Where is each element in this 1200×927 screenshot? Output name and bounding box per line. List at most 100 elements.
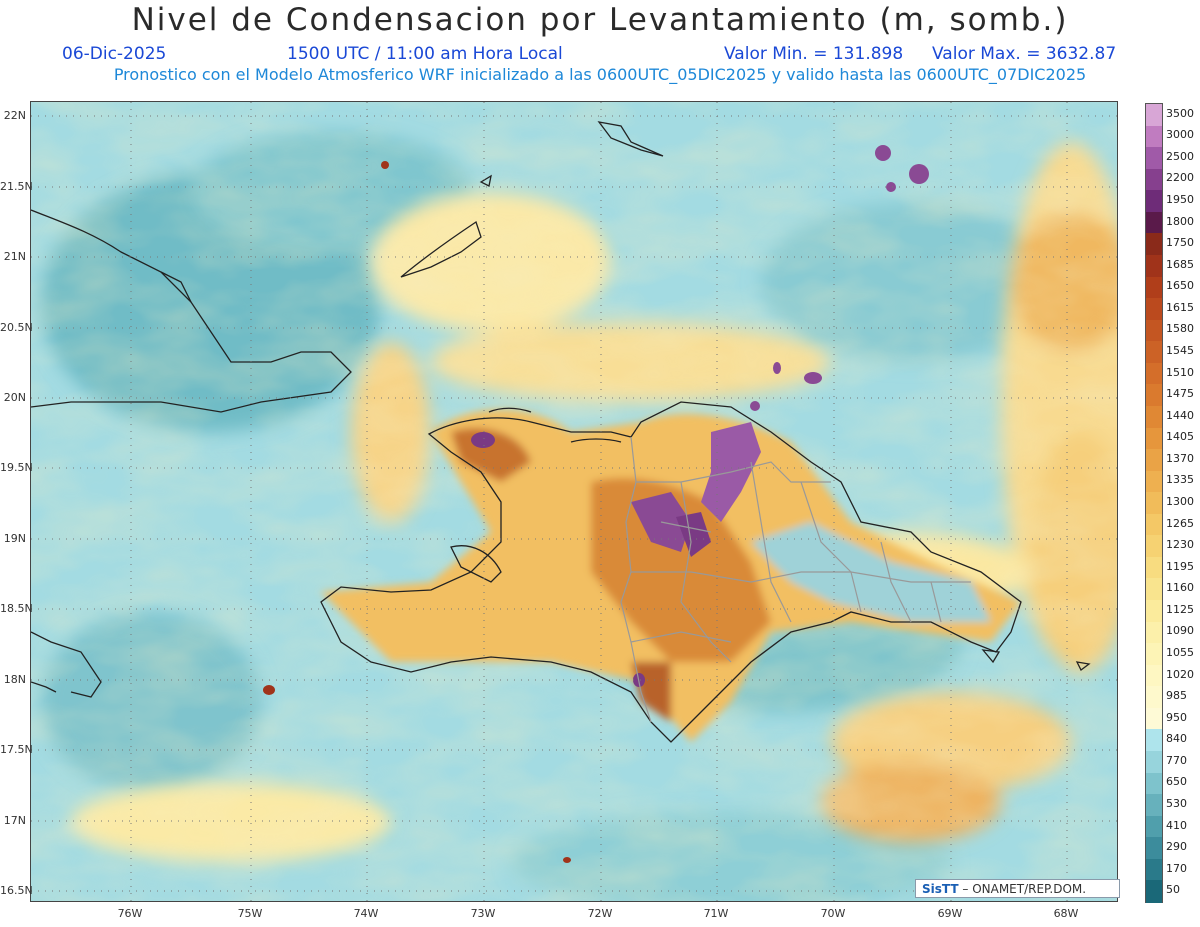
colorbar-segment xyxy=(1146,664,1162,687)
lon-label-75w: 75W xyxy=(237,907,263,920)
colorbar-segment xyxy=(1146,858,1162,882)
colorbar-label: 3500 xyxy=(1166,106,1194,120)
colorbar-segment xyxy=(1146,729,1162,752)
colorbar-label: 2200 xyxy=(1166,171,1194,185)
lon-label-69w: 69W xyxy=(937,907,963,920)
colorbar-label: 50 xyxy=(1166,883,1180,897)
colorbar-label: 1160 xyxy=(1166,581,1194,595)
colorbar-segment xyxy=(1146,384,1162,407)
map-title: Nivel de Condensacion por Levantamiento … xyxy=(131,2,1069,38)
colorbar-label: 985 xyxy=(1166,689,1187,703)
lat-label-20n: 20N xyxy=(3,391,26,404)
colorbar-segment xyxy=(1146,772,1162,795)
lat-label-18n: 18N xyxy=(3,673,26,686)
forecast-time: 1500 UTC / 11:00 am Hora Local xyxy=(287,44,563,64)
colorbar-segment xyxy=(1146,751,1162,774)
colorbar-label: 1650 xyxy=(1166,279,1194,293)
forecast-info: Pronostico con el Modelo Atmosferico WRF… xyxy=(113,65,1087,84)
colorbar-segment xyxy=(1146,319,1162,342)
lat-label-20-5n: 20.5N xyxy=(0,321,33,334)
lon-label-72w: 72W xyxy=(587,907,613,920)
colorbar-segment xyxy=(1146,254,1162,278)
colorbar-label: 770 xyxy=(1166,753,1187,767)
min-value-label: Valor Min. = 131.898 xyxy=(724,44,904,64)
colorbar-label: 1125 xyxy=(1166,602,1194,616)
colorbar-segment xyxy=(1146,104,1162,127)
colorbar-segment xyxy=(1146,427,1162,450)
colorbar-segment xyxy=(1146,880,1162,903)
lon-label-71w: 71W xyxy=(703,907,729,920)
provincial-borders xyxy=(620,436,971,723)
colorbar-label: 1090 xyxy=(1166,624,1194,638)
colorbar-label: 1405 xyxy=(1166,430,1194,444)
lat-label-22n: 22N xyxy=(3,109,26,122)
colorbar-label: 1370 xyxy=(1166,451,1194,465)
colorbar-label: 1950 xyxy=(1166,193,1194,207)
colorbar-segment xyxy=(1146,276,1162,299)
lat-label-17n: 17N xyxy=(3,814,26,827)
colorbar-segment xyxy=(1146,405,1162,429)
colorbar-label: 2500 xyxy=(1166,149,1194,163)
colorbar-label: 1020 xyxy=(1166,667,1194,681)
colorbar-segment xyxy=(1146,513,1162,536)
lon-label-70w: 70W xyxy=(820,907,846,920)
colorbar-segment xyxy=(1146,492,1162,515)
colorbar-label: 1580 xyxy=(1166,322,1194,336)
colorbar-segment xyxy=(1146,470,1162,493)
colorbar-segment xyxy=(1146,362,1162,385)
colorbar-label: 1440 xyxy=(1166,408,1194,422)
lat-label-18-5n: 18.5N xyxy=(0,602,33,615)
colorbar-label: 170 xyxy=(1166,861,1187,875)
lon-label-76w: 76W xyxy=(117,907,143,920)
colorbar-segment xyxy=(1146,815,1162,838)
colorbar-segment xyxy=(1146,556,1162,580)
colorbar-label: 1230 xyxy=(1166,538,1194,552)
colorbar-segment xyxy=(1146,233,1162,256)
colorbar-segment xyxy=(1146,578,1162,601)
lat-label-19n: 19N xyxy=(3,532,26,545)
colorbar-label: 1750 xyxy=(1166,236,1194,250)
colorbar-segment xyxy=(1146,341,1162,364)
lat-label-19-5n: 19.5N xyxy=(0,461,33,474)
colorbar-segment xyxy=(1146,686,1162,709)
colorbar-segment xyxy=(1146,707,1162,731)
credit-text: – ONAMET/REP.DOM. xyxy=(962,882,1087,896)
credit-box: SisTT – ONAMET/REP.DOM. xyxy=(915,879,1120,898)
colorbar-segment xyxy=(1146,600,1162,623)
colorbar-segment xyxy=(1146,837,1162,860)
colorbar-label: 1545 xyxy=(1166,344,1194,358)
colorbar-segment xyxy=(1146,298,1162,321)
colorbar-segment xyxy=(1146,168,1162,191)
colorbar-label: 3000 xyxy=(1166,128,1194,142)
colorbar-label: 1510 xyxy=(1166,365,1194,379)
colorbar-label: 1335 xyxy=(1166,473,1194,487)
lat-label-21-5n: 21.5N xyxy=(0,180,33,193)
colorbar-label: 1615 xyxy=(1166,300,1194,314)
coastlines xyxy=(31,121,1091,743)
colorbar-segment xyxy=(1146,535,1162,558)
colorbar-label: 950 xyxy=(1166,710,1187,724)
colorbar-label: 1685 xyxy=(1166,257,1194,271)
colorbar-segment xyxy=(1146,794,1162,817)
colorbar-label: 840 xyxy=(1166,732,1187,746)
colorbar-segment xyxy=(1146,621,1162,644)
colorbar-segment xyxy=(1146,190,1162,213)
colorbar-label: 650 xyxy=(1166,775,1187,789)
colorbar-label: 1195 xyxy=(1166,559,1194,573)
colorbar-label: 1800 xyxy=(1166,214,1194,228)
colorbar-label: 1055 xyxy=(1166,645,1194,659)
map-panel xyxy=(30,101,1118,902)
colorbar-segment xyxy=(1146,211,1162,234)
colorbar-segment xyxy=(1146,643,1162,666)
lat-label-16-5n: 16.5N xyxy=(0,884,33,897)
colorbar-label: 290 xyxy=(1166,840,1187,854)
colorbar-label: 1265 xyxy=(1166,516,1194,530)
forecast-date: 06-Dic-2025 xyxy=(62,44,167,64)
colorbar-label: 410 xyxy=(1166,818,1187,832)
colorbar-segment xyxy=(1146,125,1162,148)
lon-label-74w: 74W xyxy=(353,907,379,920)
lon-label-68w: 68W xyxy=(1053,907,1079,920)
sistt-logo: SisTT xyxy=(922,882,959,896)
graticule xyxy=(31,102,1117,901)
lat-label-21n: 21N xyxy=(3,250,26,263)
